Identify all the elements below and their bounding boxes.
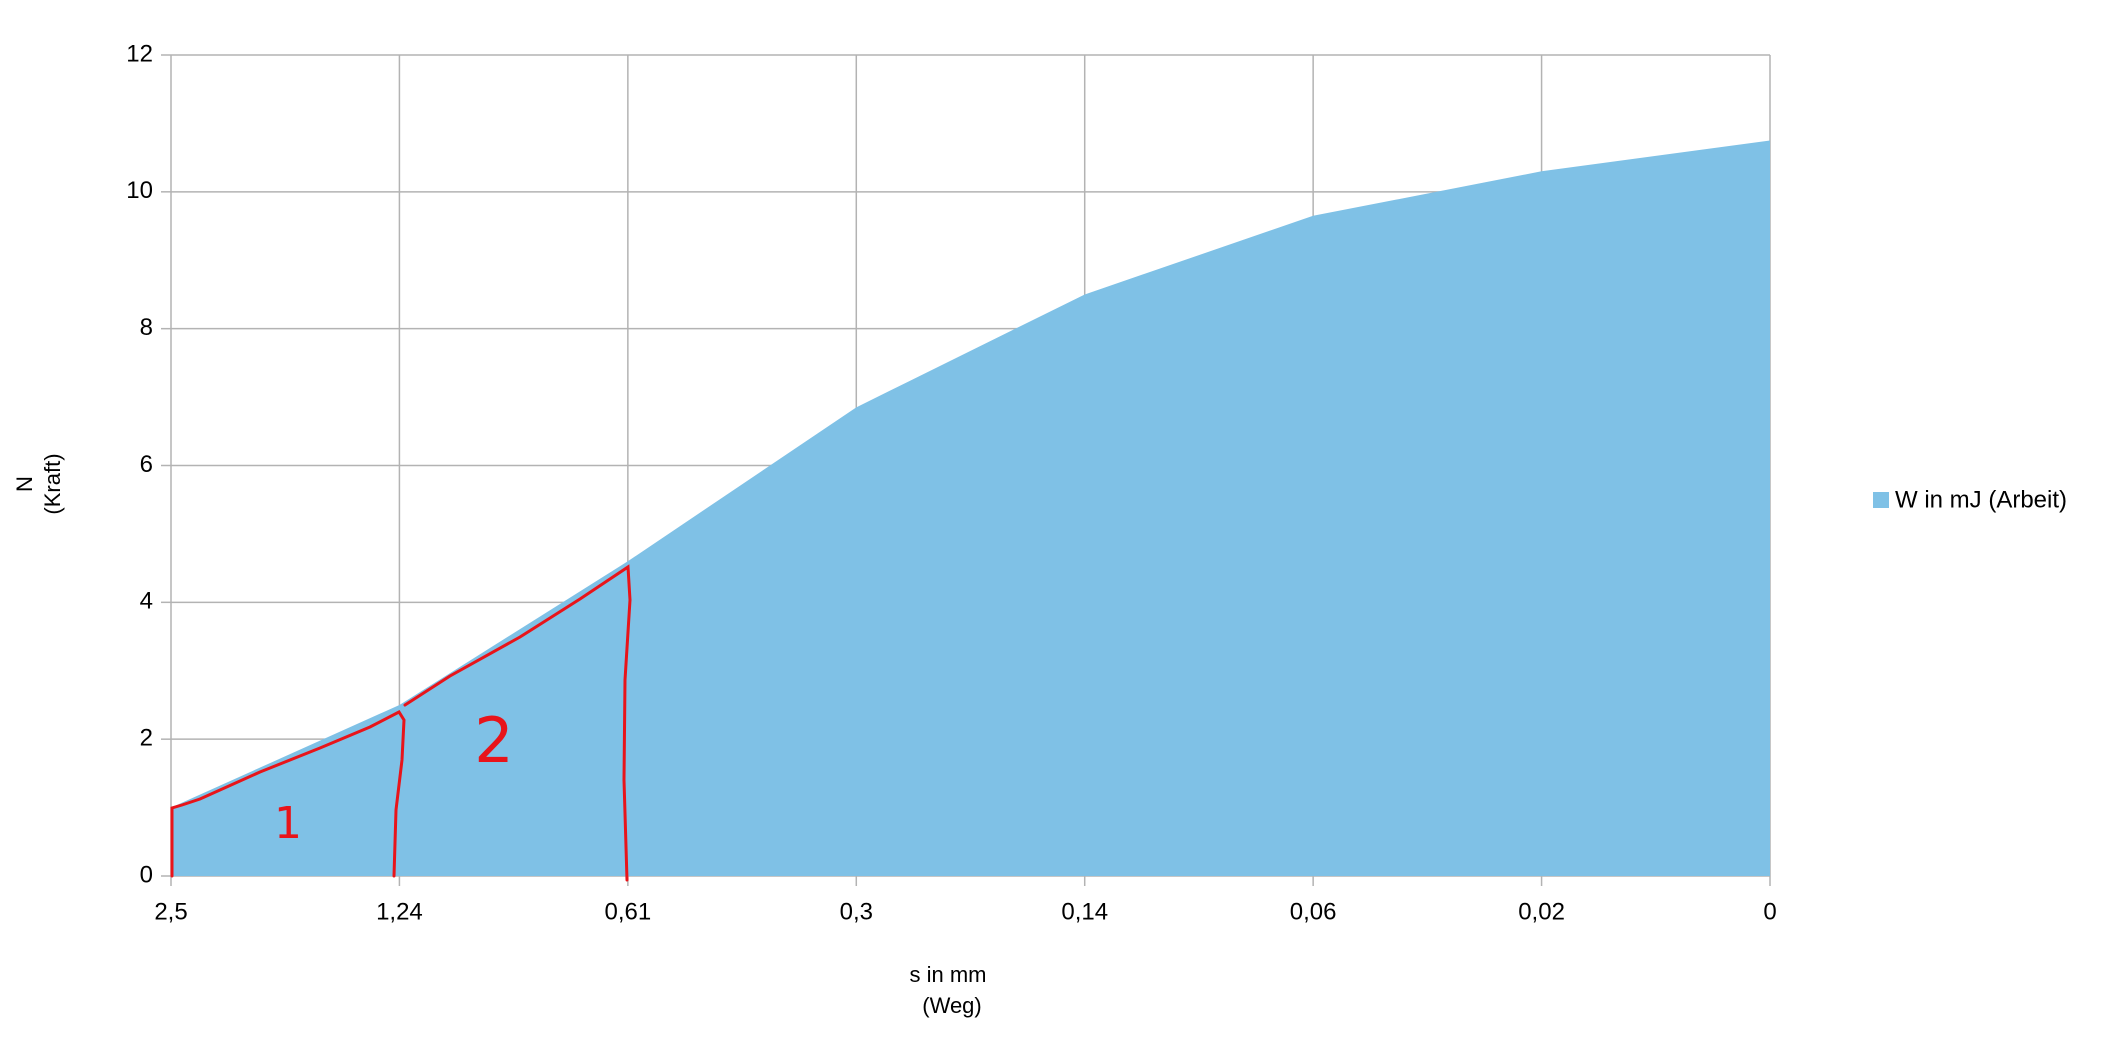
y-tick-label: 12 xyxy=(126,40,153,67)
y-tick-label: 8 xyxy=(140,314,153,341)
hand-annotations xyxy=(170,564,632,882)
y-tick-label: 2 xyxy=(140,725,153,752)
x-tick-label: 1,24 xyxy=(376,898,423,925)
legend-swatch xyxy=(1873,492,1889,508)
x-tick-label: 2,5 xyxy=(154,898,187,925)
x-tick-label: 0 xyxy=(1763,898,1776,925)
x-axis-title: (Weg) xyxy=(922,993,982,1018)
y-tick-label: 10 xyxy=(126,177,153,204)
legend-label: W in mJ (Arbeit) xyxy=(1895,486,2067,513)
x-tick-label: 0,02 xyxy=(1518,898,1565,925)
marks xyxy=(171,140,1770,877)
annotation-outline xyxy=(170,710,406,878)
y-tick-label: 4 xyxy=(140,588,153,615)
y-axis-title-group: N (Kraft) xyxy=(12,453,65,514)
y-axis-title: N xyxy=(12,476,37,492)
x-tick-label: 0,3 xyxy=(840,898,873,925)
annotation: 2 xyxy=(474,704,513,777)
y-tick-label: 6 xyxy=(140,451,153,478)
x-tick-label: 0,61 xyxy=(604,898,651,925)
y-tick-label: 0 xyxy=(140,861,153,888)
x-tick-label: 0,06 xyxy=(1290,898,1337,925)
x-axis-title: s in mm xyxy=(910,962,987,987)
y-axis-title: (Kraft) xyxy=(40,453,65,514)
annotation-outline xyxy=(403,564,632,882)
annotation: 1 xyxy=(274,798,302,849)
area xyxy=(171,140,1770,877)
x-tick-label: 0,14 xyxy=(1061,898,1108,925)
